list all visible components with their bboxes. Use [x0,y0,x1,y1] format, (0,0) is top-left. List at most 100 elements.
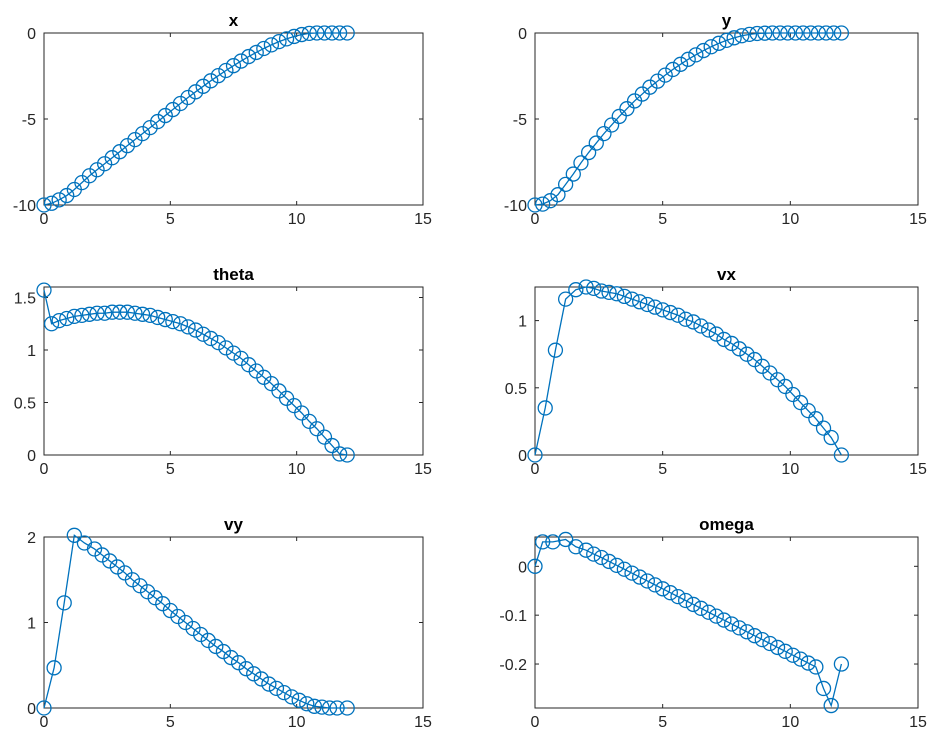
y-tick-label: 0 [27,448,36,465]
data-point [225,58,242,74]
data-point [800,655,816,671]
data-point [157,311,173,328]
x-tick-label: 15 [909,461,927,478]
data-point [74,307,90,324]
x-tick-label: 15 [414,714,432,731]
data-point [815,680,832,697]
data-point [56,595,72,611]
y-tick-label: -5 [22,112,36,129]
x-tick-label: 0 [40,714,49,731]
y-tick-label: 0 [518,448,527,465]
x-tick-label: 15 [414,461,432,478]
data-point [810,25,827,41]
data-point [639,296,655,313]
data-point [818,25,834,41]
data-point [642,79,658,95]
data-point [601,553,617,570]
data-point [716,612,732,628]
y-tick-label: 0 [518,559,527,576]
data-point [172,316,189,332]
data-point [195,78,211,94]
data-point [150,309,166,326]
subplot-vx: vx 0 5 10 15 0 0.5 1 [505,265,927,478]
x-tick-label: 5 [658,461,667,478]
data-point [688,47,704,63]
data-point [665,61,681,78]
data-point [662,304,678,321]
data-point [195,326,211,342]
data-point [826,25,842,41]
data-point [339,447,355,463]
data-point [723,335,740,352]
data-point [127,305,143,321]
data-point [764,25,781,41]
data-point [754,631,770,648]
series-line [534,538,843,708]
data-point [535,196,551,212]
data-point [708,608,724,624]
y-tick-label: 0.5 [505,381,527,398]
x-tick-label: 0 [531,714,540,731]
y-tick-label: -10 [504,198,527,215]
y-tick-label: 0 [27,26,36,43]
data-point [601,284,617,301]
data-point [609,286,625,302]
data-point [301,25,317,41]
x-tick-label: 15 [909,714,927,731]
subplot-vy: vy 0 5 10 15 0 1 2 [27,515,432,731]
data-point [278,31,295,47]
data-point [565,166,581,182]
data-point [647,299,663,315]
data-point [537,400,553,416]
data-point [203,73,219,89]
data-point [291,692,307,708]
data-point [695,42,712,59]
data-point [573,155,589,171]
y-tick-label: 0.5 [14,396,36,413]
data-point [777,643,793,659]
data-point [693,600,709,616]
data-point [785,647,801,663]
data-point [306,698,323,714]
subplot-theta: theta 0 5 10 15 0 0.5 1 1.5 [14,265,432,478]
data-point [580,144,597,161]
data-point [795,25,811,41]
data-point [649,73,666,89]
x-tick-label: 10 [781,714,799,731]
x-tick-label: 0 [40,211,49,228]
x-tick-label: 5 [658,714,667,731]
data-point [43,195,60,211]
data-point [769,639,786,656]
data-point [586,280,602,296]
data-point [545,534,561,550]
x-tick-label: 10 [288,211,306,228]
x-tick-label: 10 [288,461,306,478]
data-point [535,534,551,550]
data-point [316,429,333,445]
data-point [624,291,640,307]
data-point [187,322,204,338]
data-point [611,108,627,125]
plot-title: y [722,11,732,30]
data-point [792,651,809,667]
data-point [734,28,750,44]
data-point [823,697,839,714]
y-tick-label: 1 [27,343,36,360]
x-tick-label: 15 [414,211,432,228]
data-point [757,25,773,41]
x-tick-label: 5 [166,211,175,228]
data-point [777,378,793,395]
data-point [36,700,52,716]
data-point [700,604,717,620]
data-point [647,577,663,593]
data-point [223,649,239,666]
data-point [716,331,732,348]
data-point [165,313,181,330]
y-tick-label: -10 [13,198,36,215]
data-point [263,37,280,53]
plot-title: x [229,11,239,30]
data-point [180,89,196,106]
series-line [534,32,842,206]
data-point [803,25,819,41]
data-point [324,25,340,41]
